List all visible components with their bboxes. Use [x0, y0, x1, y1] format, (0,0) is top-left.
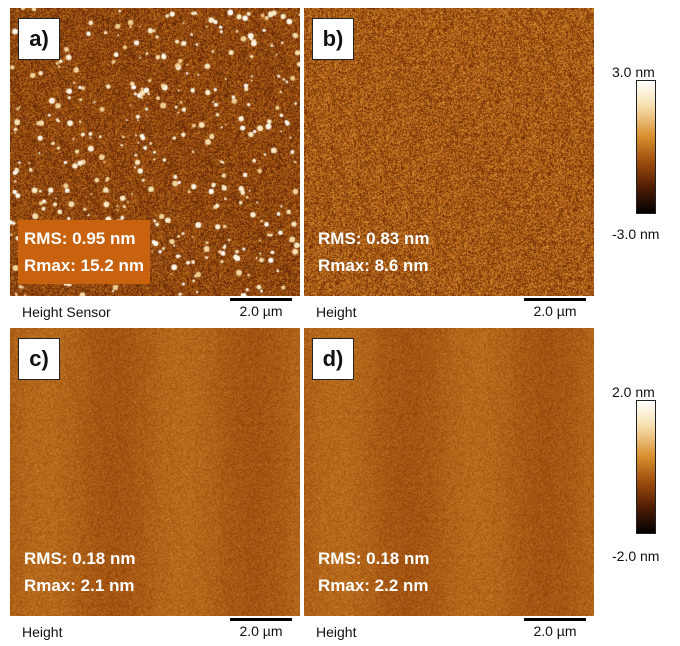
- rmax-d: Rmax: 2.2 nm: [318, 576, 429, 595]
- afm-panel-d: d) RMS: 0.18 nm Rmax: 2.2 nm: [304, 328, 594, 616]
- panel-label-c: c): [18, 338, 60, 380]
- rms-a: RMS: 0.95 nm: [24, 229, 136, 248]
- colorbar-top: [636, 80, 656, 214]
- afm-panel-b: b) RMS: 0.83 nm Rmax: 8.6 nm: [304, 8, 594, 296]
- scalebar-line-c: [230, 618, 292, 621]
- rmax-a: Rmax: 15.2 nm: [24, 256, 144, 275]
- scalebar-d: 2.0 µm: [524, 618, 586, 639]
- scalebar-c: 2.0 µm: [230, 618, 292, 639]
- panel-label-a: a): [18, 18, 60, 60]
- stats-box-b: RMS: 0.83 nm Rmax: 8.6 nm: [312, 220, 435, 284]
- scalebar-line-b: [524, 298, 586, 301]
- colorbar-top-min: -3.0 nm: [612, 226, 660, 242]
- stats-box-d: RMS: 0.18 nm Rmax: 2.2 nm: [312, 540, 435, 604]
- scalebar-line-d: [524, 618, 586, 621]
- rmax-b: Rmax: 8.6 nm: [318, 256, 429, 275]
- rmax-c: Rmax: 2.1 nm: [24, 576, 135, 595]
- colorbar-bottom: [636, 400, 656, 534]
- colorbar-top-max: 3.0 nm: [612, 64, 655, 80]
- scalebar-line-a: [230, 298, 292, 301]
- scalebar-text-b: 2.0 µm: [533, 303, 577, 319]
- caption-c: Height: [22, 624, 63, 640]
- scalebar-text-d: 2.0 µm: [533, 623, 577, 639]
- caption-b: Height: [316, 304, 357, 320]
- panel-label-b: b): [312, 18, 354, 60]
- stats-box-a: RMS: 0.95 nm Rmax: 15.2 nm: [18, 220, 150, 284]
- rms-b: RMS: 0.83 nm: [318, 229, 430, 248]
- rms-c: RMS: 0.18 nm: [24, 549, 136, 568]
- scalebar-b: 2.0 µm: [524, 298, 586, 319]
- scalebar-text-c: 2.0 µm: [239, 623, 283, 639]
- scalebar-a: 2.0 µm: [230, 298, 292, 319]
- scalebar-text-a: 2.0 µm: [239, 303, 283, 319]
- caption-d: Height: [316, 624, 357, 640]
- afm-panel-c: c) RMS: 0.18 nm Rmax: 2.1 nm: [10, 328, 300, 616]
- colorbar-bottom-max: 2.0 nm: [612, 384, 655, 400]
- afm-panel-a: a) RMS: 0.95 nm Rmax: 15.2 nm: [10, 8, 300, 296]
- rms-d: RMS: 0.18 nm: [318, 549, 430, 568]
- stats-box-c: RMS: 0.18 nm Rmax: 2.1 nm: [18, 540, 141, 604]
- caption-a: Height Sensor: [22, 304, 111, 320]
- panel-label-d: d): [312, 338, 354, 380]
- colorbar-bottom-min: -2.0 nm: [612, 548, 660, 564]
